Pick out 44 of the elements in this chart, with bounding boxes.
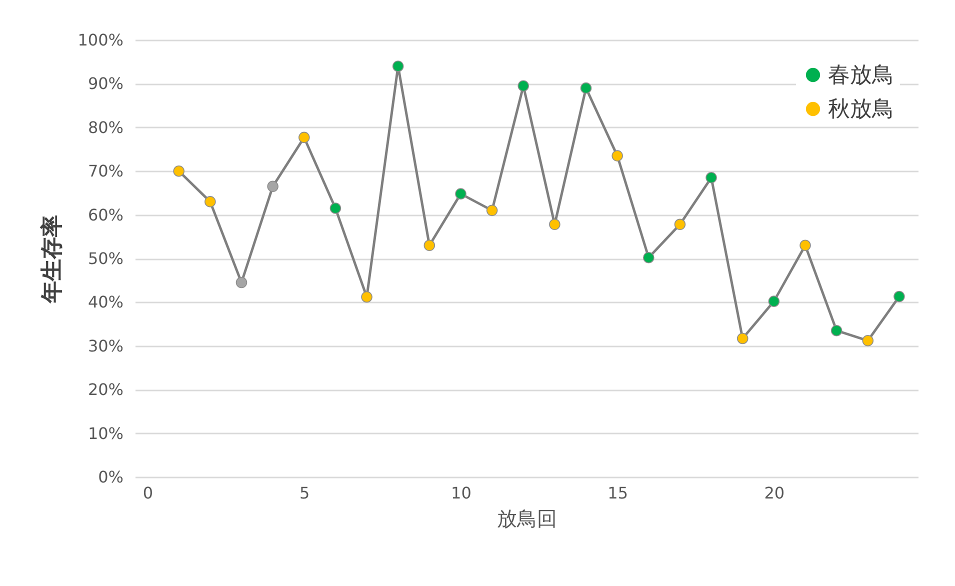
y-tick-label: 80% <box>88 118 124 137</box>
legend-label: 秋放鳥 <box>828 97 894 122</box>
y-tick-label: 40% <box>88 292 124 312</box>
point <box>674 218 686 230</box>
point <box>361 291 372 303</box>
point <box>173 165 184 177</box>
point <box>518 80 530 92</box>
y-tick-label: 60% <box>88 205 124 224</box>
point <box>894 290 905 302</box>
x-tick-label: 0 <box>142 484 154 502</box>
y-tick-label: 10% <box>88 424 124 443</box>
y-tick-label: 100% <box>78 30 124 50</box>
y-tick-label: 30% <box>88 336 124 356</box>
x-tick-label: 10 <box>451 484 472 502</box>
point <box>768 296 780 307</box>
point <box>455 188 466 200</box>
y-tick-label: 20% <box>88 380 124 400</box>
point <box>736 332 748 344</box>
x-tick-label: 20 <box>764 484 785 502</box>
x-tick-label: 5 <box>300 484 310 502</box>
point <box>298 132 310 144</box>
y-axis-title: 年生存率 <box>38 215 65 304</box>
point <box>424 240 436 252</box>
y-tick-label: 50% <box>88 249 124 268</box>
point <box>706 172 717 184</box>
point <box>612 150 623 162</box>
x-axis-title: 放鳥回 <box>497 506 557 530</box>
y-tick-label: 90% <box>88 74 124 94</box>
legend-label: 春放鳥 <box>828 63 894 88</box>
y-tick-label: 70% <box>88 162 124 181</box>
point <box>236 276 248 288</box>
point <box>549 218 560 230</box>
x-tick-label: 15 <box>608 484 628 502</box>
y-tick-label: 0% <box>98 468 124 486</box>
point <box>643 252 654 264</box>
point <box>580 82 592 94</box>
point <box>800 240 811 252</box>
point <box>862 335 874 346</box>
point <box>830 324 842 336</box>
point <box>486 204 498 216</box>
point <box>267 180 278 192</box>
point <box>204 196 216 208</box>
point <box>330 202 342 214</box>
point <box>392 60 404 72</box>
